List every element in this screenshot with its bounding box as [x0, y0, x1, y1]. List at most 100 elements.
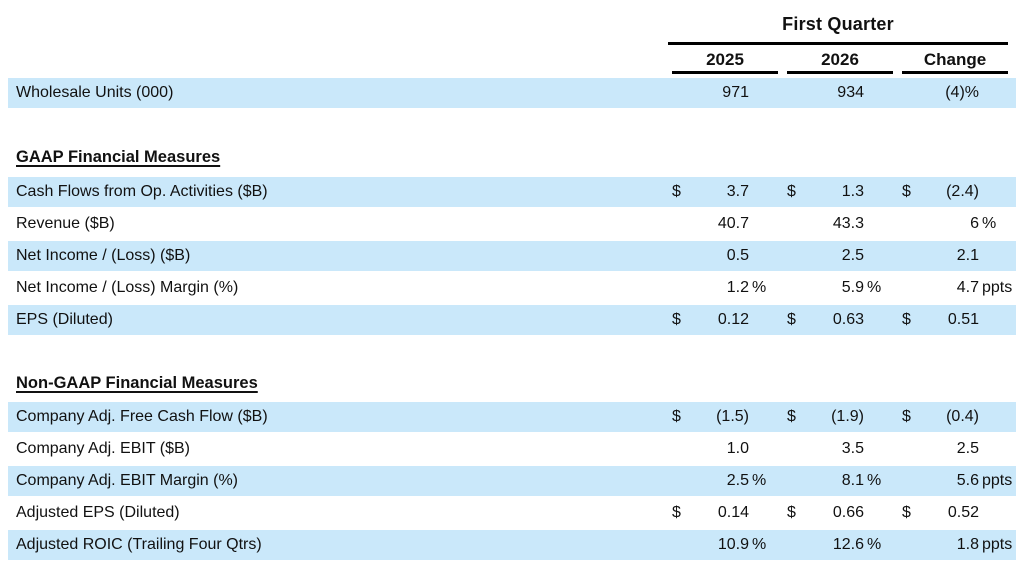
cell-change: 2.1 [902, 241, 1008, 271]
currency-prefix: $ [672, 504, 681, 521]
cell-2026: 8.1% [787, 466, 893, 496]
cell-2026: $0.66 [787, 498, 893, 528]
cell-change: 1.8 ppts [902, 530, 1013, 560]
cell-value: 0.52 [947, 504, 979, 521]
cell-value: 0.5 [726, 247, 749, 264]
currency-prefix: $ [787, 183, 796, 200]
cell-value: 1.3 [841, 183, 864, 200]
cell-change: 5.6 ppts [902, 466, 1013, 496]
cell-2025: 1.0 [672, 434, 778, 464]
cell-value: 5.9 [841, 279, 864, 296]
row-adjusted-roic: Adjusted ROIC (Trailing Four Qtrs) 10.9%… [8, 530, 1016, 560]
cell-value: 2.1 [956, 247, 979, 264]
row-label: Company Adj. EBIT Margin (%) [16, 472, 239, 489]
cell-2025: $3.7 [672, 177, 778, 207]
section-header-non-gaap: Non-GAAP Financial Measures [16, 374, 258, 392]
cell-change: 4.7 ppts [902, 273, 1013, 303]
cell-2026: 3.5 [787, 434, 893, 464]
cell-value: (4)% [945, 84, 979, 101]
cell-value: 43.3 [832, 215, 864, 232]
row-label: Adjusted EPS (Diluted) [16, 504, 180, 521]
cell-2025: 1.2% [672, 273, 778, 303]
cell-value: 0.14 [717, 504, 749, 521]
cell-value: 6 [970, 215, 979, 232]
cell-2026: $ (1.9) [787, 402, 893, 432]
cell-2026: 12.6% [787, 530, 893, 560]
row-label: Adjusted ROIC (Trailing Four Qtrs) [16, 536, 262, 553]
row-label: Net Income / (Loss) ($B) [16, 247, 191, 264]
row-adjusted-eps: Adjusted EPS (Diluted) $0.14 $0.66 $0.52 [8, 498, 1016, 528]
cell-value: 0.66 [832, 504, 864, 521]
cell-change: $ (2.4) [902, 177, 1008, 207]
section-header-gaap: GAAP Financial Measures [16, 148, 221, 166]
cell-2026: 43.3 [787, 209, 893, 239]
unit-suffix: % [752, 472, 767, 489]
cell-value: 5.6 [956, 472, 979, 489]
currency-prefix: $ [787, 504, 796, 521]
row-revenue: Revenue ($B) 40.7 43.3 6% [8, 209, 1016, 239]
cell-value: 1.2 [726, 279, 749, 296]
cell-2025: 40.7 [672, 209, 778, 239]
cell-value: 4.7 [956, 279, 979, 296]
row-adj-ebit-margin: Company Adj. EBIT Margin (%) 2.5% 8.1% 5… [8, 466, 1016, 496]
cell-change: $0.52 [902, 498, 1008, 528]
cell-value: 971 [722, 84, 749, 101]
unit-suffix: % [982, 215, 997, 232]
cell-value: 10.9 [717, 536, 749, 553]
cell-value: 0.63 [832, 311, 864, 328]
row-label: Company Adj. Free Cash Flow ($B) [16, 408, 268, 425]
cell-2025: 0.5 [672, 241, 778, 271]
cell-value: 1.0 [726, 440, 749, 457]
cell-value: (2.4) [946, 183, 979, 200]
row-label: Net Income / (Loss) Margin (%) [16, 279, 239, 296]
row-eps-diluted: EPS (Diluted) $0.12 $0.63 $0.51 [8, 305, 1016, 335]
row-label: EPS (Diluted) [16, 311, 113, 328]
unit-suffix: % [752, 279, 767, 296]
cell-2026: $0.63 [787, 305, 893, 335]
cell-change: $ (0.4) [902, 402, 1008, 432]
cell-2026: 934 [787, 78, 893, 108]
cell-value: (1.9) [831, 408, 864, 425]
currency-prefix: $ [672, 408, 681, 425]
column-group-title: First Quarter [782, 14, 894, 34]
cell-value: (0.4) [946, 408, 979, 425]
unit-suffix: % [867, 472, 882, 489]
cell-change: 2.5 [902, 434, 1008, 464]
unit-suffix: % [752, 536, 767, 553]
row-label: Cash Flows from Op. Activities ($B) [16, 183, 268, 200]
currency-prefix: $ [787, 311, 796, 328]
row-adj-free-cash-flow: Company Adj. Free Cash Flow ($B) $ (1.5) … [8, 402, 1016, 432]
row-net-income-margin: Net Income / (Loss) Margin (%) 1.2% 5.9%… [8, 273, 1016, 303]
column-group-rule [668, 42, 1008, 45]
cell-value: 12.6 [832, 536, 864, 553]
column-header-change: Change [902, 49, 1008, 74]
cell-value: 0.51 [947, 311, 979, 328]
currency-prefix: $ [672, 311, 681, 328]
row-label: Company Adj. EBIT ($B) [16, 440, 190, 457]
unit-suffix: ppts [982, 536, 1013, 553]
row-adj-ebit: Company Adj. EBIT ($B) 1.0 3.5 2.5 [8, 434, 1016, 464]
currency-prefix: $ [902, 504, 911, 521]
cell-value: 40.7 [717, 215, 749, 232]
cell-value: 0.12 [717, 311, 749, 328]
column-header-2025: 2025 [672, 49, 778, 74]
cell-value: 3.5 [841, 440, 864, 457]
currency-prefix: $ [672, 183, 681, 200]
unit-suffix: % [867, 279, 882, 296]
cell-2025: 2.5% [672, 466, 778, 496]
cell-2025: 971 [672, 78, 778, 108]
currency-prefix: $ [787, 408, 796, 425]
unit-suffix: % [867, 536, 882, 553]
cell-value: 2.5 [841, 247, 864, 264]
cell-value: 3.7 [726, 183, 749, 200]
cell-change: $0.51 [902, 305, 1008, 335]
cell-2025: 10.9% [672, 530, 778, 560]
cell-change: 6% [902, 209, 1008, 239]
cell-value: 1.8 [956, 536, 979, 553]
cell-2025: $ (1.5) [672, 402, 778, 432]
cell-change: (4)% [902, 78, 1008, 108]
row-label: Wholesale Units (000) [16, 84, 174, 101]
unit-suffix: ppts [982, 472, 1013, 489]
cell-2026: $1.3 [787, 177, 893, 207]
